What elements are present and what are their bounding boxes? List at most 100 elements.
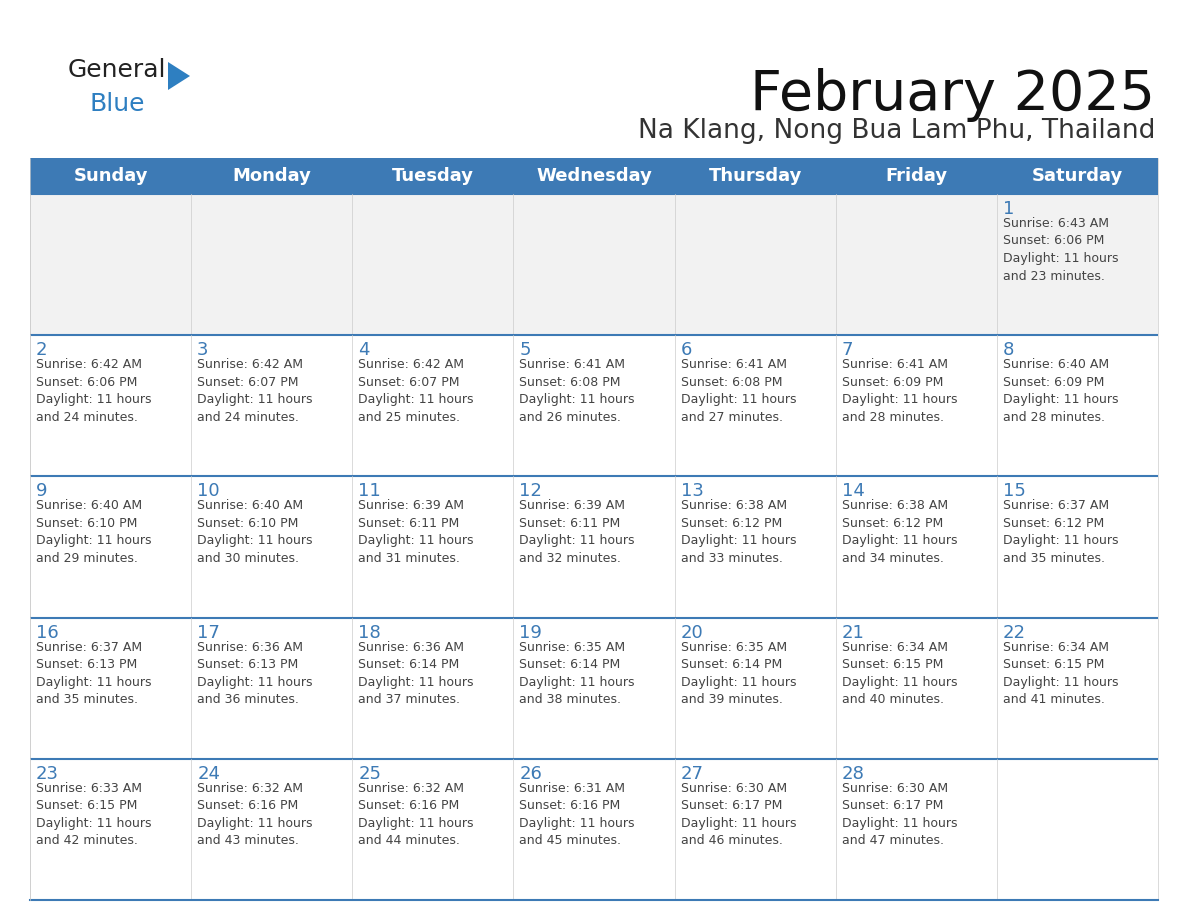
Bar: [30, 618, 191, 759]
Text: 5: 5: [519, 341, 531, 359]
Text: 18: 18: [359, 623, 381, 642]
Bar: [997, 618, 1158, 759]
Polygon shape: [168, 62, 190, 90]
Text: Wednesday: Wednesday: [536, 167, 652, 185]
Text: Na Klang, Nong Bua Lam Phu, Thailand: Na Klang, Nong Bua Lam Phu, Thailand: [638, 118, 1155, 144]
Bar: [353, 618, 513, 759]
Text: 11: 11: [359, 482, 381, 500]
Bar: [675, 476, 835, 618]
Bar: [675, 759, 835, 900]
Bar: [513, 476, 675, 618]
Text: Sunrise: 6:35 AM
Sunset: 6:14 PM
Daylight: 11 hours
and 38 minutes.: Sunrise: 6:35 AM Sunset: 6:14 PM Dayligh…: [519, 641, 634, 706]
Text: 2: 2: [36, 341, 48, 359]
Bar: [353, 476, 513, 618]
Text: 23: 23: [36, 765, 59, 783]
Text: 9: 9: [36, 482, 48, 500]
Bar: [835, 618, 997, 759]
Text: Sunrise: 6:41 AM
Sunset: 6:08 PM
Daylight: 11 hours
and 27 minutes.: Sunrise: 6:41 AM Sunset: 6:08 PM Dayligh…: [681, 358, 796, 424]
Text: 21: 21: [842, 623, 865, 642]
Text: 20: 20: [681, 623, 703, 642]
Bar: [835, 759, 997, 900]
Bar: [997, 476, 1158, 618]
Bar: [353, 335, 513, 476]
Text: Sunrise: 6:42 AM
Sunset: 6:06 PM
Daylight: 11 hours
and 24 minutes.: Sunrise: 6:42 AM Sunset: 6:06 PM Dayligh…: [36, 358, 152, 424]
Text: 25: 25: [359, 765, 381, 783]
Text: Sunrise: 6:35 AM
Sunset: 6:14 PM
Daylight: 11 hours
and 39 minutes.: Sunrise: 6:35 AM Sunset: 6:14 PM Dayligh…: [681, 641, 796, 706]
Text: Tuesday: Tuesday: [392, 167, 474, 185]
Bar: [353, 194, 513, 335]
Bar: [191, 158, 353, 194]
Bar: [513, 618, 675, 759]
Text: Sunrise: 6:43 AM
Sunset: 6:06 PM
Daylight: 11 hours
and 23 minutes.: Sunrise: 6:43 AM Sunset: 6:06 PM Dayligh…: [1003, 217, 1118, 283]
Text: 12: 12: [519, 482, 542, 500]
Text: Blue: Blue: [90, 92, 145, 116]
Text: 1: 1: [1003, 200, 1015, 218]
Bar: [353, 759, 513, 900]
Text: Sunrise: 6:42 AM
Sunset: 6:07 PM
Daylight: 11 hours
and 25 minutes.: Sunrise: 6:42 AM Sunset: 6:07 PM Dayligh…: [359, 358, 474, 424]
Text: 27: 27: [681, 765, 703, 783]
Bar: [675, 335, 835, 476]
Text: 19: 19: [519, 623, 542, 642]
Text: Sunrise: 6:38 AM
Sunset: 6:12 PM
Daylight: 11 hours
and 34 minutes.: Sunrise: 6:38 AM Sunset: 6:12 PM Dayligh…: [842, 499, 958, 565]
Text: 17: 17: [197, 623, 220, 642]
Bar: [997, 335, 1158, 476]
Bar: [513, 759, 675, 900]
Text: Sunrise: 6:36 AM
Sunset: 6:14 PM
Daylight: 11 hours
and 37 minutes.: Sunrise: 6:36 AM Sunset: 6:14 PM Dayligh…: [359, 641, 474, 706]
Text: Sunrise: 6:31 AM
Sunset: 6:16 PM
Daylight: 11 hours
and 45 minutes.: Sunrise: 6:31 AM Sunset: 6:16 PM Dayligh…: [519, 782, 634, 847]
Text: Sunrise: 6:30 AM
Sunset: 6:17 PM
Daylight: 11 hours
and 46 minutes.: Sunrise: 6:30 AM Sunset: 6:17 PM Dayligh…: [681, 782, 796, 847]
Bar: [30, 158, 191, 194]
Text: Sunday: Sunday: [74, 167, 147, 185]
Text: Sunrise: 6:41 AM
Sunset: 6:09 PM
Daylight: 11 hours
and 28 minutes.: Sunrise: 6:41 AM Sunset: 6:09 PM Dayligh…: [842, 358, 958, 424]
Text: 4: 4: [359, 341, 369, 359]
Bar: [191, 476, 353, 618]
Bar: [191, 759, 353, 900]
Bar: [30, 194, 191, 335]
Text: Saturday: Saturday: [1032, 167, 1123, 185]
Bar: [835, 158, 997, 194]
Bar: [30, 759, 191, 900]
Text: 8: 8: [1003, 341, 1015, 359]
Text: 14: 14: [842, 482, 865, 500]
Bar: [30, 335, 191, 476]
Text: 22: 22: [1003, 623, 1026, 642]
Text: Sunrise: 6:38 AM
Sunset: 6:12 PM
Daylight: 11 hours
and 33 minutes.: Sunrise: 6:38 AM Sunset: 6:12 PM Dayligh…: [681, 499, 796, 565]
Text: February 2025: February 2025: [750, 68, 1155, 122]
Text: Sunrise: 6:30 AM
Sunset: 6:17 PM
Daylight: 11 hours
and 47 minutes.: Sunrise: 6:30 AM Sunset: 6:17 PM Dayligh…: [842, 782, 958, 847]
Bar: [191, 194, 353, 335]
Text: Thursday: Thursday: [708, 167, 802, 185]
Text: 7: 7: [842, 341, 853, 359]
Text: Sunrise: 6:40 AM
Sunset: 6:10 PM
Daylight: 11 hours
and 30 minutes.: Sunrise: 6:40 AM Sunset: 6:10 PM Dayligh…: [197, 499, 312, 565]
Text: Friday: Friday: [885, 167, 947, 185]
Text: Sunrise: 6:39 AM
Sunset: 6:11 PM
Daylight: 11 hours
and 32 minutes.: Sunrise: 6:39 AM Sunset: 6:11 PM Dayligh…: [519, 499, 634, 565]
Text: General: General: [68, 58, 166, 82]
Text: Sunrise: 6:33 AM
Sunset: 6:15 PM
Daylight: 11 hours
and 42 minutes.: Sunrise: 6:33 AM Sunset: 6:15 PM Dayligh…: [36, 782, 152, 847]
Text: Sunrise: 6:32 AM
Sunset: 6:16 PM
Daylight: 11 hours
and 43 minutes.: Sunrise: 6:32 AM Sunset: 6:16 PM Dayligh…: [197, 782, 312, 847]
Text: 26: 26: [519, 765, 542, 783]
Text: Monday: Monday: [233, 167, 311, 185]
Text: 13: 13: [681, 482, 703, 500]
Bar: [835, 194, 997, 335]
Text: Sunrise: 6:32 AM
Sunset: 6:16 PM
Daylight: 11 hours
and 44 minutes.: Sunrise: 6:32 AM Sunset: 6:16 PM Dayligh…: [359, 782, 474, 847]
Bar: [191, 618, 353, 759]
Text: 24: 24: [197, 765, 220, 783]
Text: Sunrise: 6:39 AM
Sunset: 6:11 PM
Daylight: 11 hours
and 31 minutes.: Sunrise: 6:39 AM Sunset: 6:11 PM Dayligh…: [359, 499, 474, 565]
Text: Sunrise: 6:41 AM
Sunset: 6:08 PM
Daylight: 11 hours
and 26 minutes.: Sunrise: 6:41 AM Sunset: 6:08 PM Dayligh…: [519, 358, 634, 424]
Text: Sunrise: 6:37 AM
Sunset: 6:12 PM
Daylight: 11 hours
and 35 minutes.: Sunrise: 6:37 AM Sunset: 6:12 PM Dayligh…: [1003, 499, 1118, 565]
Text: Sunrise: 6:40 AM
Sunset: 6:10 PM
Daylight: 11 hours
and 29 minutes.: Sunrise: 6:40 AM Sunset: 6:10 PM Dayligh…: [36, 499, 152, 565]
Text: Sunrise: 6:34 AM
Sunset: 6:15 PM
Daylight: 11 hours
and 41 minutes.: Sunrise: 6:34 AM Sunset: 6:15 PM Dayligh…: [1003, 641, 1118, 706]
Bar: [997, 759, 1158, 900]
Text: Sunrise: 6:36 AM
Sunset: 6:13 PM
Daylight: 11 hours
and 36 minutes.: Sunrise: 6:36 AM Sunset: 6:13 PM Dayligh…: [197, 641, 312, 706]
Text: 3: 3: [197, 341, 209, 359]
Bar: [675, 194, 835, 335]
Bar: [675, 158, 835, 194]
Bar: [835, 335, 997, 476]
Text: 28: 28: [842, 765, 865, 783]
Text: Sunrise: 6:37 AM
Sunset: 6:13 PM
Daylight: 11 hours
and 35 minutes.: Sunrise: 6:37 AM Sunset: 6:13 PM Dayligh…: [36, 641, 152, 706]
Bar: [30, 476, 191, 618]
Text: 10: 10: [197, 482, 220, 500]
Bar: [997, 158, 1158, 194]
Bar: [835, 476, 997, 618]
Text: 16: 16: [36, 623, 58, 642]
Bar: [513, 158, 675, 194]
Bar: [513, 335, 675, 476]
